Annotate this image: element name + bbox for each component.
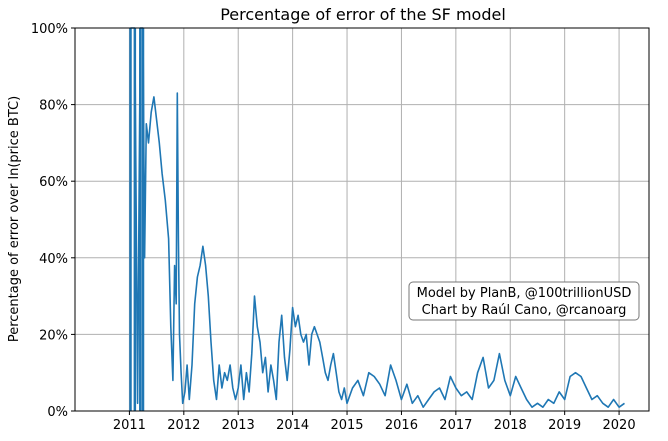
- annotation-frame: [408, 281, 640, 321]
- y-tick-label: 80%: [39, 99, 68, 114]
- plot-frame: [74, 27, 650, 412]
- x-tick-label: 2017: [439, 418, 472, 433]
- y-axis-ticks: 0% 20% 40% 60% 80% 100%: [31, 22, 75, 420]
- x-tick-label: 2019: [548, 418, 581, 433]
- x-tick-label: 2020: [603, 418, 636, 433]
- annotation-line-1: Model by PlanB, @100trillionUSD: [417, 286, 632, 301]
- y-tick-label: 40%: [39, 252, 68, 267]
- y-tick-label: 60%: [39, 175, 68, 190]
- x-tick-label: 2018: [494, 418, 527, 433]
- y-tick-label: 0%: [47, 405, 68, 420]
- error-series-line: [130, 27, 625, 409]
- x-tick-label: 2014: [276, 418, 309, 433]
- annotation-box: Model by PlanB, @100trillionUSD Chart by…: [408, 281, 640, 321]
- x-tick-label: 2016: [385, 418, 418, 433]
- annotation-line-2: Chart by Raúl Cano, @rcanoarg: [422, 303, 627, 318]
- line-layer: [130, 27, 625, 409]
- y-axis-label: Percentage of error over ln(price BTC): [7, 96, 22, 342]
- x-axis-ticks: 2011 2012 2013 2014 2015 2016 2017 2018 2019 2020: [113, 411, 636, 433]
- y-tick-label: 20%: [39, 328, 68, 343]
- chart-title: Percentage of error of the SF model: [220, 5, 506, 24]
- y-tick-label: 100%: [31, 22, 68, 37]
- x-tick-label: 2012: [167, 418, 200, 433]
- x-tick-label: 2013: [222, 418, 255, 433]
- x-tick-label: 2015: [330, 418, 363, 433]
- x-tick-label: 2011: [113, 418, 146, 433]
